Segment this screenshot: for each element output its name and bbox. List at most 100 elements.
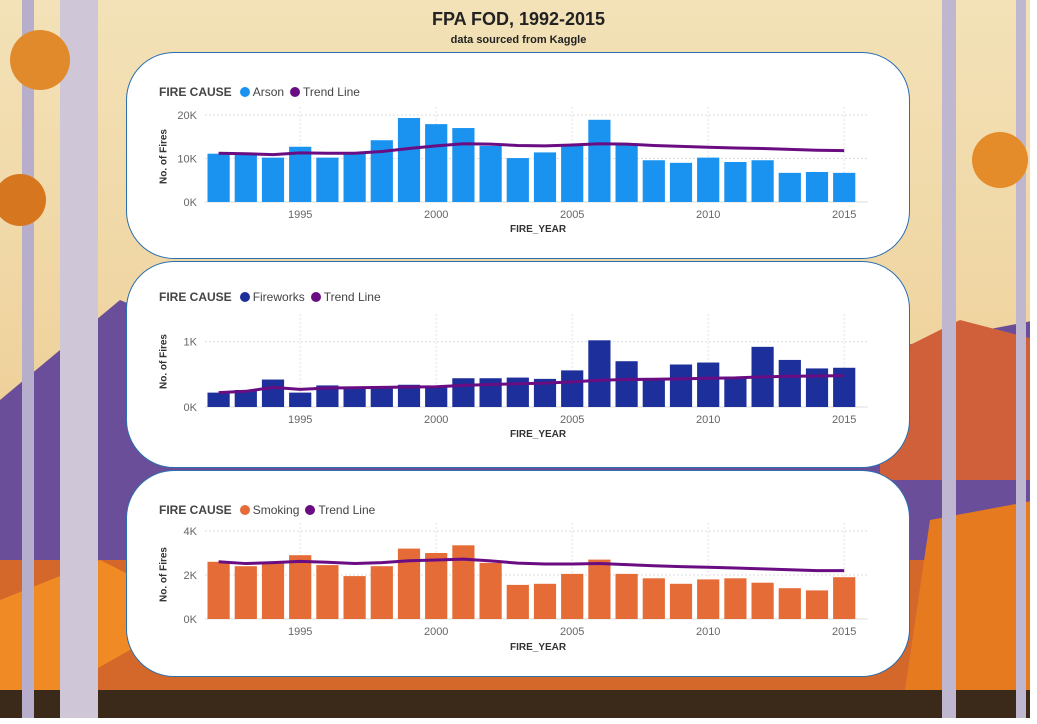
bar[interactable] [234,566,257,619]
trend-line [218,374,845,395]
y-tick-label: 0K [184,402,198,414]
y-tick-label: 0K [184,614,198,626]
legend-title: FIRE CAUSE [159,290,232,304]
bar[interactable] [343,153,366,202]
bar[interactable] [397,384,421,407]
bar[interactable] [234,390,257,407]
bar[interactable] [833,172,856,202]
bar[interactable] [642,578,665,619]
bar[interactable] [370,140,393,202]
chart-card-smoking[interactable]: FIRE CAUSE Smoking Trend Line No. of Fir… [126,470,910,677]
chart-legend: FIRE CAUSE Fireworks Trend Line [159,290,387,304]
bar[interactable] [778,588,801,619]
bar[interactable] [588,119,611,202]
bar[interactable] [561,573,584,619]
bar[interactable] [289,555,312,619]
bar[interactable] [207,561,230,619]
x-tick-label: 2005 [560,414,584,426]
bar[interactable] [724,578,747,619]
bar[interactable] [343,576,366,619]
bar[interactable] [370,386,393,407]
bar[interactable] [615,573,638,619]
bar[interactable] [261,157,285,202]
x-tick-label: 2000 [424,626,448,638]
y-tick-label: 4K [184,526,198,538]
bar[interactable] [370,566,393,619]
bar[interactable] [425,386,448,407]
bar[interactable] [697,579,720,619]
bar[interactable] [479,378,502,407]
bar[interactable] [452,128,475,202]
bar[interactable] [588,340,611,407]
legend-item-trend-line[interactable]: Trend Line [318,503,376,517]
bar[interactable] [805,590,829,619]
chart-card-arson[interactable]: FIRE CAUSE Arson Trend Line No. of Fires… [126,52,910,259]
bar[interactable] [833,577,856,619]
bar[interactable] [642,378,665,407]
x-tick-label: 1995 [288,414,312,426]
x-tick-label: 2010 [696,414,720,426]
bar[interactable] [261,379,285,407]
page-subtitle: data sourced from Kaggle [450,34,587,46]
bar[interactable] [397,118,421,202]
bar[interactable] [669,583,693,619]
bar[interactable] [533,378,557,407]
bar[interactable] [261,562,285,619]
bar[interactable] [452,378,475,407]
bar[interactable] [561,370,584,407]
bar[interactable] [833,367,856,407]
legend-dot-icon [310,292,321,302]
x-tick-label: 2010 [696,209,720,221]
bar[interactable] [207,153,230,202]
bar[interactable] [751,160,774,202]
bar[interactable] [289,392,312,407]
bar[interactable] [234,154,257,202]
bar[interactable] [397,548,421,619]
bar[interactable] [425,124,448,202]
bar[interactable] [316,157,339,202]
bar[interactable] [316,385,339,407]
bar[interactable] [506,377,529,407]
bar[interactable] [615,361,638,407]
legend-item-trend-line[interactable]: Trend Line [303,85,360,99]
bar[interactable] [479,145,502,202]
bar[interactable] [805,368,829,407]
legend-title: FIRE CAUSE [159,503,232,517]
bar[interactable] [506,584,529,619]
chart-legend: FIRE CAUSE Arson Trend Line [159,85,366,99]
bar[interactable] [425,553,448,619]
legend-item-fireworks[interactable]: Fireworks [252,290,305,304]
bar[interactable] [778,172,801,202]
x-tick-label: 1995 [288,209,312,221]
y-tick-label: 1K [184,337,198,349]
legend-title: FIRE CAUSE [159,85,232,99]
bar[interactable] [533,583,557,619]
bar[interactable] [669,162,693,202]
bar[interactable] [207,392,230,407]
bar[interactable] [805,171,829,202]
bar[interactable] [669,364,693,408]
bar[interactable] [697,362,720,407]
bar[interactable] [724,376,747,407]
legend-item-smoking[interactable]: Smoking [252,503,300,517]
bar[interactable] [479,562,502,619]
bar[interactable] [289,146,312,202]
chart-card-fireworks[interactable]: FIRE CAUSE Fireworks Trend Line No. of F… [126,261,910,468]
chart-legend: FIRE CAUSE Smoking Trend Line [159,503,381,517]
bar[interactable] [561,145,584,202]
bar[interactable] [452,545,475,619]
bar[interactable] [724,161,747,202]
bar[interactable] [506,158,529,202]
bar[interactable] [588,559,611,619]
legend-item-arson[interactable]: Arson [252,85,285,99]
bar[interactable] [533,152,557,202]
bar[interactable] [343,386,366,407]
bar[interactable] [697,157,720,202]
bar[interactable] [751,582,774,619]
bar[interactable] [316,565,339,619]
x-tick-label: 2000 [424,414,448,426]
bar[interactable] [642,160,665,202]
bar[interactable] [615,143,638,202]
legend-item-trend-line[interactable]: Trend Line [323,290,381,304]
bar[interactable] [778,359,801,407]
